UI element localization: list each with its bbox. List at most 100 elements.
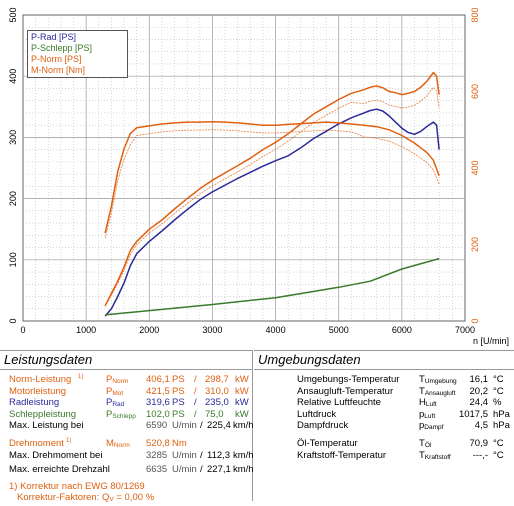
y-left-tick-label: 300 bbox=[8, 130, 18, 145]
series-line-0 bbox=[104, 108, 440, 317]
value-kw: 235,0 bbox=[205, 397, 229, 409]
x-tick-label: 1000 bbox=[76, 325, 96, 335]
label: Schleppleistung bbox=[9, 408, 77, 420]
value-kw: 298,7 bbox=[205, 374, 229, 385]
value-kw: 310,0 bbox=[205, 385, 229, 397]
sym: T bbox=[419, 449, 425, 461]
leistungsdaten-title: Leistungsdaten bbox=[0, 350, 252, 370]
sym: P bbox=[106, 385, 113, 397]
series-trace-2 bbox=[104, 86, 440, 307]
value-kmh: 225,4 bbox=[207, 420, 231, 432]
sym: p bbox=[419, 408, 425, 420]
unit-kmh: km/h bbox=[233, 464, 254, 476]
label: Öl-Temperatur bbox=[297, 437, 358, 449]
sub: Dampf bbox=[424, 424, 444, 432]
value-ps: 319,6 bbox=[146, 397, 170, 409]
umgebung-row: Kraftstoff-Temperatur TKraftstoff ---,- °C bbox=[254, 450, 514, 462]
sep: / bbox=[200, 464, 203, 476]
unit-kw: kW bbox=[235, 374, 249, 385]
faktoren-sub: V bbox=[109, 496, 114, 504]
sym: T bbox=[419, 374, 425, 385]
sub: Norm bbox=[112, 378, 129, 385]
legend-p-norm: P-Norm [PS] bbox=[31, 54, 82, 64]
unit-rpm: U/min bbox=[172, 464, 197, 476]
symbol: TKraftstoff bbox=[419, 450, 451, 464]
row-radleistung: Radleistung PRad 319,6 PS / 235,0 kW bbox=[0, 397, 252, 409]
y-right-tick-label: 800 bbox=[470, 7, 480, 22]
label: Max. erreichte Drehzahl bbox=[9, 464, 110, 476]
sub: Öl bbox=[424, 441, 432, 449]
symbol: TÖl bbox=[419, 438, 431, 452]
unit-kmh: km/h bbox=[233, 420, 254, 432]
sub: Umgebung bbox=[424, 378, 457, 385]
label: Norm-Leistung bbox=[9, 374, 72, 385]
value: 1017,5 bbox=[458, 408, 488, 420]
legend-p-schlepp: P-Schlepp [PS] bbox=[31, 43, 93, 53]
symbol: PSchlepp bbox=[106, 409, 136, 423]
unit: hPa bbox=[493, 408, 510, 420]
label: Ansaugluft-Temperatur bbox=[297, 385, 394, 397]
x-tick-label: 5000 bbox=[329, 325, 349, 335]
umgebung-row: Öl-Temperatur TÖl 70,9 °C bbox=[254, 438, 514, 450]
faktoren-label: Korrektur-Faktoren: Q bbox=[17, 492, 110, 504]
sub: Rad bbox=[112, 401, 125, 409]
value-nm: 520,8 bbox=[146, 437, 170, 449]
y-left-tick-label: 200 bbox=[8, 191, 18, 206]
umgebungsdaten-title: Umgebungsdaten bbox=[254, 350, 514, 370]
value-ps: 102,0 bbox=[146, 408, 170, 420]
label: Relative Luftfeuchte bbox=[297, 397, 381, 409]
y-left-tick-label: 0 bbox=[8, 318, 18, 323]
value-rpm: 6590 bbox=[146, 420, 168, 432]
x-axis-label: n [U/min] bbox=[473, 336, 509, 346]
series-line-3 bbox=[104, 120, 440, 234]
value-rpm: 6635 bbox=[146, 464, 168, 476]
x-tick-label: 3000 bbox=[202, 325, 222, 335]
value-kw: 75,0 bbox=[205, 408, 224, 420]
symbol: MNorm bbox=[106, 438, 130, 452]
unit-kw: kW bbox=[235, 385, 249, 397]
unit: °C bbox=[493, 449, 504, 461]
sub: Kraftstoff bbox=[424, 453, 451, 461]
leistungsdaten-panel: Leistungsdaten Norm-Leistung 1) PNorm 40… bbox=[0, 350, 254, 504]
label: Motorleistung bbox=[9, 385, 67, 397]
value: 70,9 bbox=[469, 437, 489, 449]
umgebungsdaten-panel: Umgebungsdaten Umgebungs-Temperatur TUmge… bbox=[254, 350, 514, 501]
chart-legend: P-Rad [PS] P-Schlepp [PS] P-Norm [PS] M-… bbox=[27, 30, 128, 78]
row-norm-leistung: Norm-Leistung 1) PNorm 406,1 PS / 298,7 … bbox=[0, 374, 252, 386]
sub: Luft bbox=[424, 412, 436, 420]
umgebung-row: Ansaugluft-Temperatur TAnsaugluft 20,2 °C bbox=[254, 386, 514, 398]
series-trace-3 bbox=[104, 129, 440, 239]
sep: / bbox=[194, 397, 197, 409]
x-tick-label: 2000 bbox=[139, 325, 159, 335]
row-motorleistung: Motorleistung PMot 421,5 PS / 310,0 kW bbox=[0, 386, 252, 398]
sub: Ansaugluft bbox=[424, 389, 456, 397]
sub: Schlepp bbox=[112, 412, 136, 420]
sub: Mot bbox=[112, 389, 124, 397]
faktoren-value: = 0,00 % bbox=[116, 492, 155, 504]
label: Radleistung bbox=[9, 397, 60, 409]
footnote-mark: 1) bbox=[66, 437, 72, 444]
x-tick-label: 6000 bbox=[392, 325, 412, 335]
unit: °C bbox=[493, 385, 504, 397]
label: Dampfdruck bbox=[297, 420, 349, 432]
value: 24,4 bbox=[469, 397, 489, 409]
unit-kw: kW bbox=[235, 397, 249, 409]
row-drehmoment: Drehmoment 1) MNorm 520,8 Nm bbox=[0, 438, 252, 450]
label: Drehmoment bbox=[9, 437, 64, 449]
korrektur-note: 1) Korrektur nach EWG 80/1269 bbox=[9, 480, 145, 492]
y-right-tick-label: 200 bbox=[470, 237, 480, 252]
y-right-tick-label: 600 bbox=[470, 84, 480, 99]
unit-kmh: km/h bbox=[233, 449, 254, 461]
x-tick-label: 7000 bbox=[455, 325, 475, 335]
sym: P bbox=[106, 397, 113, 409]
unit: % bbox=[493, 397, 502, 409]
symbol: PMot bbox=[106, 386, 123, 400]
y-left-tick-label: 500 bbox=[8, 7, 18, 22]
symbol: PNorm bbox=[106, 374, 128, 388]
y-left-tick-label: 100 bbox=[8, 252, 18, 267]
footnote-mark: 1) bbox=[78, 374, 84, 380]
sep: / bbox=[200, 420, 203, 432]
sep: / bbox=[200, 449, 203, 461]
sep: / bbox=[194, 374, 197, 385]
value-kmh: 112,3 bbox=[207, 449, 231, 461]
